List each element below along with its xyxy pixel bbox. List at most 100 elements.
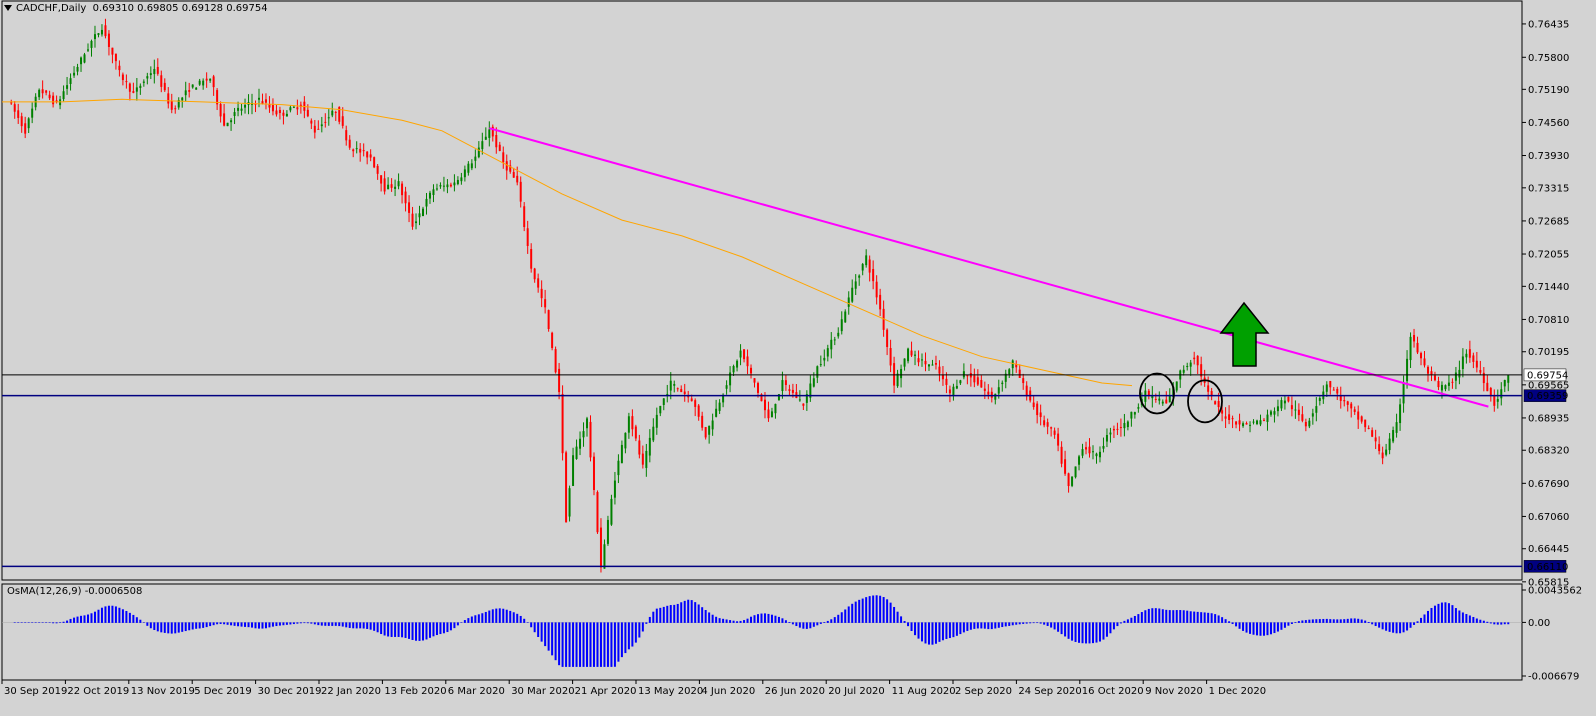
- candle-body: [537, 278, 540, 288]
- y-tick-label: 0.67690: [1528, 479, 1569, 490]
- osma-bar: [170, 622, 173, 634]
- candle-body: [1161, 401, 1164, 404]
- osma-bar: [819, 622, 822, 624]
- candle-body: [861, 264, 864, 271]
- chevron-down-icon[interactable]: [4, 5, 12, 11]
- osma-bar: [135, 617, 138, 623]
- osma-bar: [547, 622, 550, 651]
- candle-body: [544, 299, 547, 308]
- osma-bar: [324, 622, 327, 626]
- candle-body: [823, 357, 826, 361]
- osma-bar: [1479, 619, 1482, 623]
- osma-bar: [394, 622, 397, 637]
- osma-bar: [1039, 622, 1042, 624]
- osma-bar: [1280, 622, 1283, 630]
- osma-bar: [767, 613, 770, 623]
- osma-bar: [446, 622, 449, 633]
- candle-body: [676, 388, 679, 390]
- osma-bar: [1137, 614, 1140, 623]
- candle-body: [1364, 419, 1367, 428]
- osma-bar: [523, 618, 526, 623]
- x-tick-label: 30 Mar 2020: [511, 686, 574, 697]
- osma-bar: [257, 622, 260, 629]
- osma-bar: [1161, 609, 1164, 623]
- candle-body: [659, 405, 662, 414]
- candle-body: [237, 107, 240, 111]
- candle-body: [1067, 473, 1070, 487]
- osma-bar: [872, 595, 875, 623]
- candle-body: [802, 403, 805, 406]
- candle-body: [966, 375, 969, 377]
- osma-bar: [910, 622, 913, 632]
- osma-bar: [1018, 622, 1021, 625]
- candle-body: [886, 329, 889, 348]
- osma-bar: [683, 600, 686, 623]
- osma-bar: [317, 622, 320, 626]
- osma-bar: [306, 622, 309, 624]
- candle-body: [1085, 447, 1088, 450]
- candle-body: [1224, 416, 1227, 419]
- candle-body: [209, 78, 212, 81]
- osma-bar: [777, 616, 780, 623]
- candle-body: [1207, 385, 1210, 392]
- osma-bar: [132, 614, 135, 623]
- candle-body: [893, 363, 896, 386]
- osma-bar: [320, 622, 323, 626]
- candle-body: [390, 184, 393, 188]
- candle-body: [798, 399, 801, 401]
- candle-body: [701, 415, 704, 428]
- osma-bar: [934, 622, 937, 644]
- osma-bar: [233, 622, 236, 626]
- candle-body: [502, 152, 505, 163]
- candle-body: [1242, 423, 1245, 427]
- candle-body: [52, 95, 55, 105]
- osma-bar: [1259, 622, 1262, 636]
- candle-body: [104, 25, 107, 37]
- candle-body: [100, 29, 103, 35]
- osma-bar: [1249, 622, 1252, 634]
- candle-body: [983, 388, 986, 391]
- osma-bar: [62, 621, 65, 623]
- candle-body: [1011, 360, 1014, 369]
- candle-body: [275, 110, 278, 115]
- candle-body: [620, 444, 623, 464]
- candle-body: [397, 181, 400, 187]
- candle-body: [1112, 428, 1115, 431]
- osma-bar: [624, 622, 627, 654]
- osma-bar: [565, 622, 568, 667]
- candle-body: [324, 121, 327, 123]
- osma-tick-label: -0.006679: [1528, 672, 1579, 683]
- x-tick-label: 9 Nov 2020: [1145, 686, 1203, 697]
- time-axis: 30 Sep 2019 22 Oct 2019 13 Nov 2019 5 Dec 2…: [1, 680, 1266, 697]
- candle-body: [484, 136, 487, 140]
- candle-body: [359, 148, 362, 153]
- osma-bar: [481, 613, 484, 623]
- candle-body: [331, 110, 334, 116]
- candle-body: [1381, 452, 1384, 459]
- candle-body: [1266, 414, 1269, 422]
- osma-bar: [244, 622, 247, 627]
- highlight-circle: [1187, 379, 1223, 424]
- osma-bar: [763, 613, 766, 623]
- candle-body: [432, 189, 435, 196]
- osma-bar: [1011, 622, 1014, 626]
- candle-body: [146, 76, 149, 79]
- osma-bar: [34, 622, 37, 623]
- osma-bar: [732, 620, 735, 623]
- candle-body: [1043, 420, 1046, 426]
- osma-bar: [285, 622, 288, 625]
- candle-body: [1294, 409, 1297, 411]
- x-tick-label: 22 Jan 2020: [321, 686, 381, 697]
- candle-body: [62, 91, 65, 100]
- candle-body: [338, 106, 341, 122]
- osma-bar: [1311, 619, 1314, 623]
- candle-body: [223, 113, 226, 126]
- osma-bar: [924, 622, 927, 644]
- candle-body: [1025, 385, 1028, 397]
- candle-body: [1378, 444, 1381, 452]
- candle-body: [1256, 420, 1259, 424]
- candle-body: [805, 394, 808, 403]
- candle-body: [858, 275, 861, 278]
- osma-bar: [177, 622, 180, 633]
- osma-bar: [743, 620, 746, 623]
